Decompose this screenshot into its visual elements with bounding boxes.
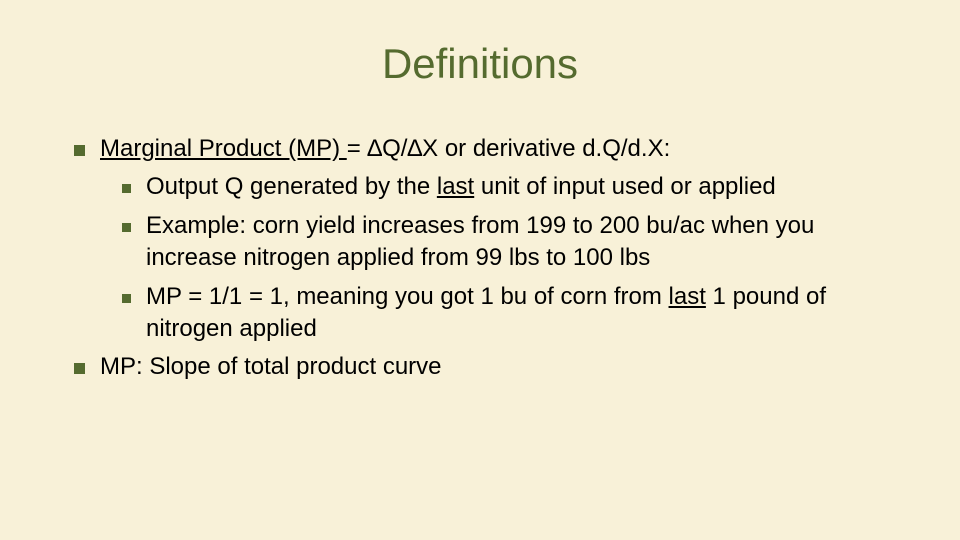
slide-title: Definitions <box>50 40 910 88</box>
list-item: Output Q generated by the last unit of i… <box>120 171 910 203</box>
bullet-list-level1: Marginal Product (MP) = ∆Q/∆X or derivat… <box>70 133 910 384</box>
slide: Definitions Marginal Product (MP) = ∆Q/∆… <box>0 0 960 540</box>
list-item: MP = 1/1 = 1, meaning you got 1 bu of co… <box>120 281 910 346</box>
bullet-list-level2: Output Q generated by the last unit of i… <box>100 171 910 345</box>
text-underline: Marginal Product (MP) <box>100 135 347 162</box>
list-item: MP: Slope of total product curve <box>70 351 910 383</box>
list-item: Example: corn yield increases from 199 t… <box>120 210 910 275</box>
text: MP: Slope of total product curve <box>100 353 442 380</box>
text: MP = 1/1 = 1, meaning you got 1 bu of co… <box>146 283 669 310</box>
text: = ∆Q/∆X or derivative d.Q/d.X: <box>347 135 671 162</box>
text: Output Q generated by the <box>146 173 437 200</box>
text: unit of input used or applied <box>474 173 776 200</box>
text: Example: corn yield increases from 199 t… <box>146 212 814 271</box>
slide-content: Marginal Product (MP) = ∆Q/∆X or derivat… <box>50 133 910 384</box>
list-item: Marginal Product (MP) = ∆Q/∆X or derivat… <box>70 133 910 345</box>
text-underline: last <box>437 173 474 200</box>
text-underline: last <box>669 283 706 310</box>
